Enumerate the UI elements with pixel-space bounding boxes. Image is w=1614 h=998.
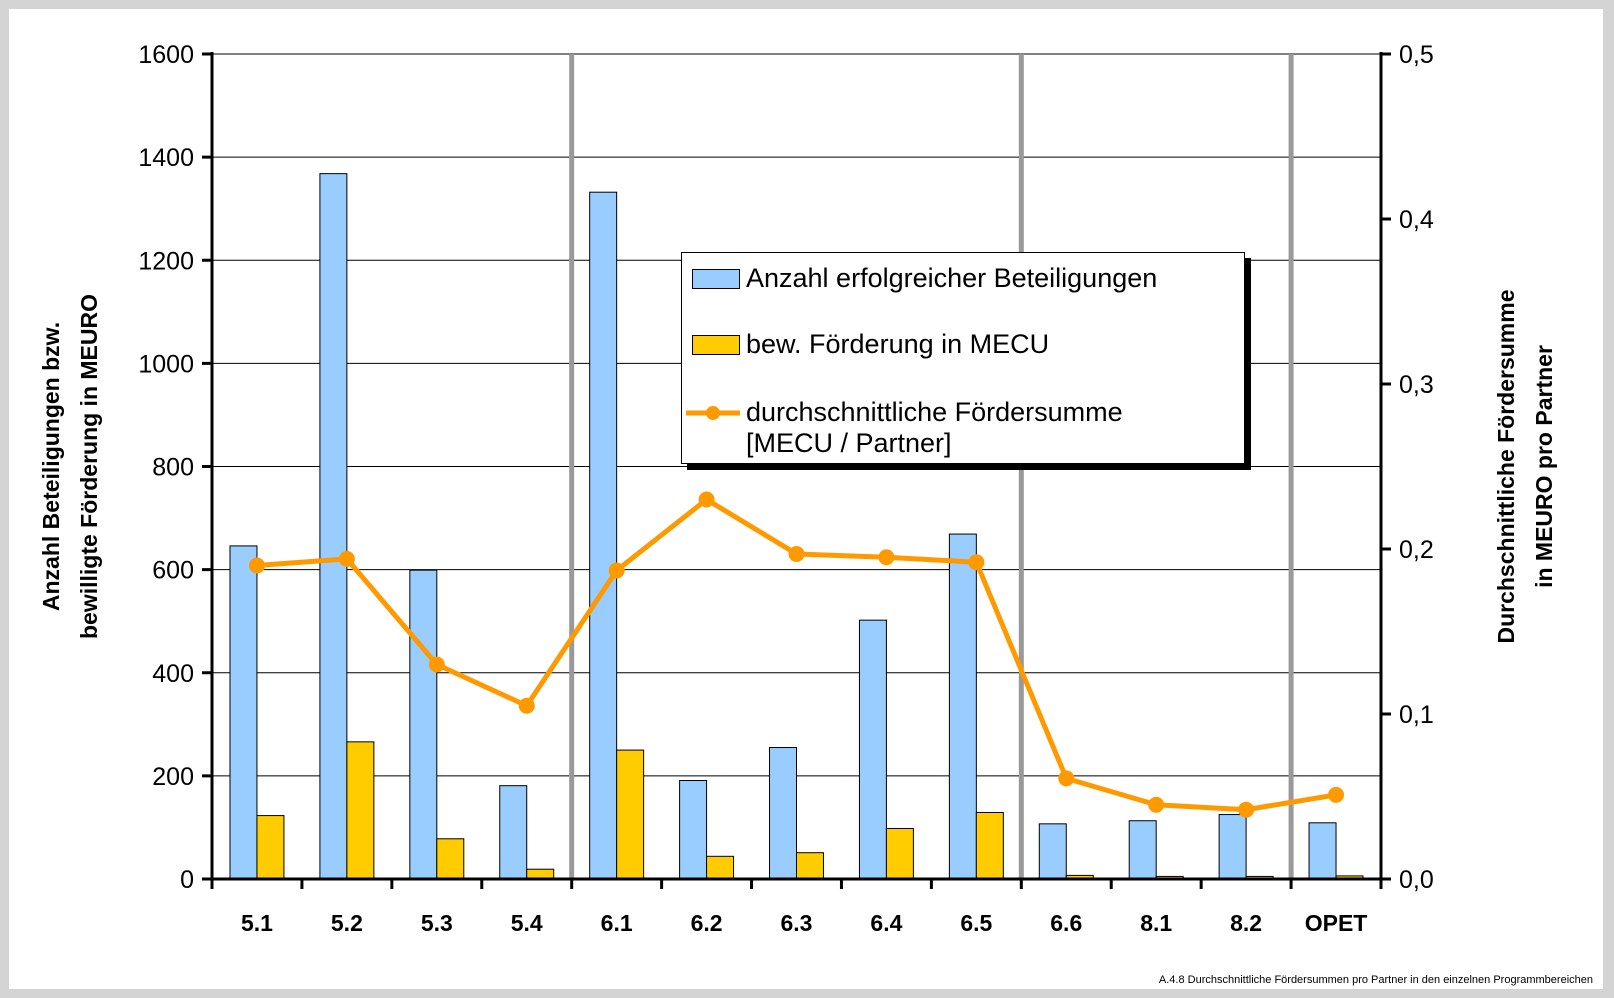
line-marker [1238, 801, 1255, 818]
line-marker [878, 549, 895, 566]
line-marker [1058, 770, 1075, 787]
bar-beteiligungen [679, 780, 708, 880]
line-marker [518, 697, 535, 714]
y-tick-label-right: 0,0 [1399, 866, 1434, 894]
x-tick-label: 6.1 [601, 910, 633, 936]
figure-caption: A.4.8 Durchschnittliche Fördersummen pro… [1158, 974, 1593, 986]
y-tick-label-left: 200 [152, 763, 194, 791]
bar-beteiligungen [1038, 823, 1067, 880]
chart-legend: Anzahl erfolgreicher Beteiligungen bew. … [681, 252, 1245, 464]
line-marker [248, 557, 265, 574]
line-marker [338, 550, 355, 567]
bar-beteiligungen [1128, 820, 1157, 880]
line-marker [608, 562, 625, 579]
y-tick-label-left: 1200 [138, 247, 194, 275]
bar-beteiligungen [589, 191, 618, 880]
x-tick-label: OPET [1305, 910, 1368, 936]
bar-foerderung [256, 815, 285, 880]
bar-foerderung [975, 811, 1004, 880]
y-tick-label-left: 1600 [138, 41, 194, 69]
bar-beteiligungen [1308, 822, 1337, 880]
x-tick-label: 6.6 [1050, 910, 1082, 936]
y-axis-title-line: in MEURO pro Partner [1531, 345, 1557, 588]
x-tick-label: 6.5 [960, 910, 992, 936]
legend-item-durchschnitt: durchschnittliche Fördersumme [MECU / Pa… [686, 397, 1123, 459]
bar-foerderung [346, 741, 375, 880]
bar-foerderung [885, 827, 914, 880]
y-tick-label-left: 400 [152, 660, 194, 688]
bar-foerderung [616, 749, 645, 880]
x-tick-label: 6.3 [781, 910, 813, 936]
bar-foerderung [436, 838, 465, 880]
y-tick-label-right: 0,5 [1399, 41, 1434, 69]
line-marker [698, 491, 715, 508]
y-tick-label-right: 0,1 [1399, 701, 1434, 729]
legend-swatch-blue [692, 269, 740, 289]
bar-beteiligungen [858, 619, 887, 880]
x-tick-label: 8.1 [1140, 910, 1172, 936]
legend-item-beteiligungen: Anzahl erfolgreicher Beteiligungen [692, 263, 1157, 294]
combo-chart: 0 200 400 600 800 1000 1200 1400 1600 0,0 0,1 0,2 0,… [38, 41, 1557, 936]
x-tick-label: 5.1 [241, 910, 273, 936]
y-axis-title-line: bewilligte Förderung in MEURO [76, 294, 102, 639]
line-marker [968, 554, 985, 571]
y-axis-title-line: Anzahl Beteiligungen bzw. [38, 322, 64, 611]
y-tick-label-left: 800 [152, 454, 194, 482]
bar-beteiligungen [948, 533, 977, 880]
bar-beteiligungen [1218, 814, 1247, 880]
y-axis-title-line: Durchschnittliche Fördersumme [1493, 289, 1519, 643]
legend-label: bew. Förderung in MECU [746, 329, 1050, 359]
x-tick-label: 8.2 [1230, 910, 1262, 936]
y-tick-label-left: 0 [180, 866, 194, 894]
y-tick-label-right: 0,3 [1399, 371, 1434, 399]
line-marker [1148, 796, 1165, 813]
bar-beteiligungen [409, 569, 438, 880]
bar-beteiligungen [229, 545, 258, 880]
x-tick-label: 5.2 [331, 910, 363, 936]
legend-label: durchschnittliche Fördersumme [MECU / Pa… [746, 397, 1123, 458]
y-axis-title-left: Anzahl Beteiligungen bzw. bewilligte Förd… [38, 294, 102, 639]
legend-item-foerderung: bew. Förderung in MECU [692, 329, 1049, 360]
bar-beteiligungen [319, 173, 348, 880]
x-tick-label: 5.3 [421, 910, 453, 936]
x-tick-label: 5.4 [511, 910, 543, 936]
bar-beteiligungen [769, 747, 797, 880]
y-tick-label-right: 0,2 [1399, 536, 1434, 564]
line-marker [428, 656, 445, 673]
legend-label: Anzahl erfolgreicher Beteiligungen [746, 263, 1158, 293]
x-tick-label: 6.4 [870, 910, 902, 936]
legend-swatch-yellow [692, 335, 740, 355]
y-tick-label-left: 1400 [138, 144, 194, 172]
line-marker [1328, 786, 1345, 803]
bar-foerderung [706, 855, 735, 880]
bar-beteiligungen [499, 785, 528, 880]
bar-foerderung [796, 852, 824, 880]
x-tick-label: 6.2 [691, 910, 723, 936]
y-tick-label-right: 0,4 [1399, 206, 1434, 234]
y-tick-label-left: 600 [152, 557, 194, 585]
line-marker [788, 545, 805, 562]
y-axis-title-right: Durchschnittliche Fördersumme in MEURO pr… [1493, 289, 1557, 643]
chart-frame: 0 200 400 600 800 1000 1200 1400 1600 0,0 0,1 0,2 0,… [9, 9, 1603, 989]
y-tick-label-left: 1000 [138, 350, 194, 378]
legend-line-marker [686, 397, 740, 429]
